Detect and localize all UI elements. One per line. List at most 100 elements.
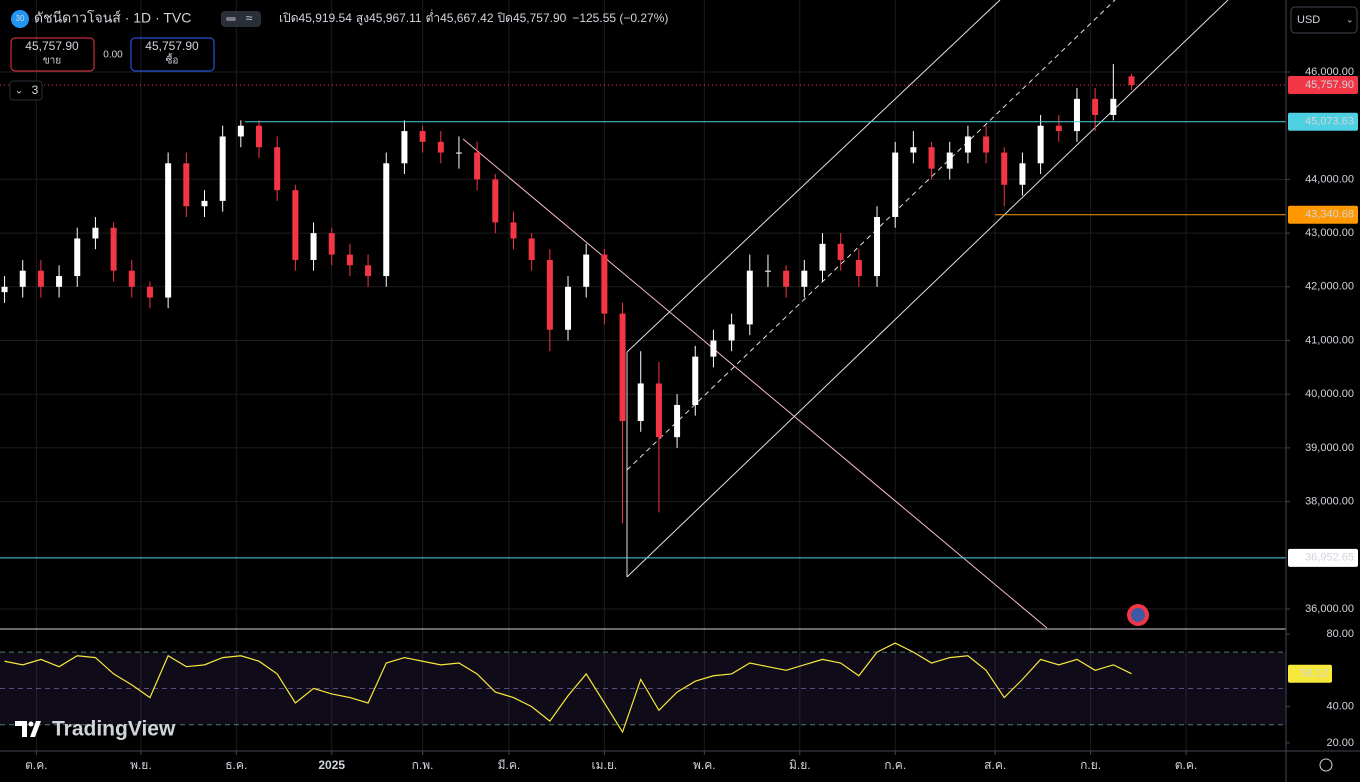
chevron: ⌄ bbox=[15, 86, 23, 97]
x-tick-label: ส.ค. bbox=[984, 758, 1006, 772]
candle-body bbox=[474, 152, 481, 180]
candle-body bbox=[601, 254, 608, 314]
price-label-box bbox=[1288, 76, 1358, 95]
candle-body bbox=[437, 141, 444, 153]
x-tick-label: พ.ย. bbox=[130, 758, 152, 772]
candle-body bbox=[1128, 76, 1135, 86]
toggle[interactable] bbox=[221, 11, 261, 27]
candle-body bbox=[1, 286, 8, 293]
candle-body bbox=[692, 356, 699, 405]
candle-body bbox=[146, 286, 153, 298]
candle-body bbox=[583, 254, 590, 287]
settings-icon[interactable] bbox=[1319, 758, 1333, 772]
buy-price: 45,757.90 bbox=[145, 39, 199, 53]
y-tick-label: 44,000.00 bbox=[1305, 173, 1354, 185]
ohlc-value: 45,667.42 bbox=[440, 11, 494, 25]
candle-body bbox=[510, 222, 517, 239]
symbol[interactable]: ดัชนีดาวโจนส์ · 1D · TVC bbox=[34, 10, 191, 26]
x-tick-label: ก.ค. bbox=[884, 758, 906, 772]
axes: 46,000.00 44,000.00 43,000.00 42,000.00 41,0… bbox=[25, 66, 1358, 772]
candle-body bbox=[1110, 98, 1117, 115]
candle-body bbox=[1055, 125, 1062, 132]
marks bbox=[0, 63, 1286, 734]
y-tick-label: 80.00 bbox=[1326, 628, 1354, 640]
candle-body bbox=[1019, 163, 1026, 185]
y-tick-label: 46,000.00 bbox=[1305, 66, 1354, 78]
buy-label: ซื้อ bbox=[166, 53, 179, 67]
candle-body bbox=[855, 259, 862, 277]
channel-middle bbox=[626, 0, 1116, 471]
candle-body bbox=[346, 254, 353, 266]
toggle-icon: ≈ bbox=[246, 11, 253, 25]
candle-body bbox=[383, 163, 390, 277]
ohlc-legend: เปิด 45,919.54 สูง 45,967.11 ต่ำ 45,667.42 ปิด… bbox=[279, 9, 668, 26]
trend-line bbox=[462, 138, 1048, 629]
logo-text: 30 bbox=[16, 14, 25, 23]
candle-body bbox=[1001, 152, 1008, 185]
ohlc-label: ต่ำ bbox=[426, 9, 441, 25]
y-tick-label: 40.00 bbox=[1326, 701, 1354, 713]
indicators-toggle[interactable] bbox=[9, 80, 43, 101]
candle-body bbox=[1092, 98, 1099, 115]
candle-body bbox=[892, 152, 899, 217]
candle-body bbox=[801, 270, 808, 287]
ohlc-label: เปิด bbox=[279, 11, 299, 25]
candle-body bbox=[837, 243, 844, 260]
candle-body bbox=[219, 136, 226, 201]
x-tick-label: ต.ค. bbox=[1175, 758, 1198, 772]
candle-body bbox=[492, 179, 499, 223]
channel-upper bbox=[626, 0, 1001, 353]
price-label: 45,757.90 bbox=[1305, 79, 1354, 91]
candle-body bbox=[946, 152, 953, 169]
x-tick-label: เม.ย. bbox=[592, 758, 618, 772]
candle-body bbox=[983, 136, 990, 153]
candle-body bbox=[183, 163, 190, 207]
candle-body bbox=[401, 131, 408, 164]
logo-badge bbox=[11, 10, 29, 28]
y-tick-label: 43,000.00 bbox=[1305, 227, 1354, 239]
ohlc-label: ปิด bbox=[497, 11, 513, 25]
indicators-count: 3 bbox=[32, 83, 39, 97]
y-tick-label: 38,000.00 bbox=[1305, 496, 1354, 508]
candle-body bbox=[819, 243, 826, 271]
currency: USD bbox=[1297, 14, 1320, 26]
x-tick-label: ธ.ค. bbox=[225, 758, 247, 772]
y-tick-label: 42,000.00 bbox=[1305, 281, 1354, 293]
change: −125.55 (−0.27%) bbox=[572, 11, 668, 25]
candle-body bbox=[274, 147, 281, 191]
candle-body bbox=[674, 404, 681, 438]
price-label: 36,952.65 bbox=[1305, 552, 1354, 564]
brand-logo bbox=[28, 721, 34, 727]
candle-body bbox=[92, 227, 99, 239]
candle-body bbox=[528, 238, 535, 260]
candle-body bbox=[746, 270, 753, 325]
brand: TradingView bbox=[52, 718, 176, 741]
buy-button[interactable] bbox=[130, 37, 215, 72]
x-tick-label: 2025 bbox=[318, 758, 345, 772]
currency-button[interactable] bbox=[1290, 6, 1358, 34]
sell-price: 45,757.90 bbox=[25, 39, 79, 53]
brand-logo bbox=[15, 721, 41, 737]
sell-label: ขาย bbox=[43, 56, 61, 67]
x-tick-label: ต.ค. bbox=[25, 758, 48, 772]
value-label: 58.12 bbox=[1300, 668, 1328, 680]
candle-body bbox=[874, 216, 881, 277]
candle-body bbox=[37, 270, 44, 287]
candle-body bbox=[764, 270, 771, 272]
candle-body bbox=[565, 286, 572, 330]
sell-button[interactable] bbox=[10, 37, 95, 72]
rsi-line bbox=[4, 642, 1132, 734]
candle-body bbox=[455, 152, 462, 154]
ohlc-value: 45,757.90 bbox=[513, 11, 567, 25]
price-label-box bbox=[1288, 112, 1358, 131]
channel-lower bbox=[626, 0, 1229, 578]
price-label-box bbox=[1288, 205, 1358, 224]
candle-body bbox=[237, 125, 244, 137]
candle-body bbox=[292, 190, 299, 260]
candle-body bbox=[1073, 98, 1080, 132]
x-tick-label: พ.ค. bbox=[693, 758, 716, 772]
ohlc-value: 45,967.11 bbox=[369, 11, 422, 25]
candle-body bbox=[546, 259, 553, 330]
